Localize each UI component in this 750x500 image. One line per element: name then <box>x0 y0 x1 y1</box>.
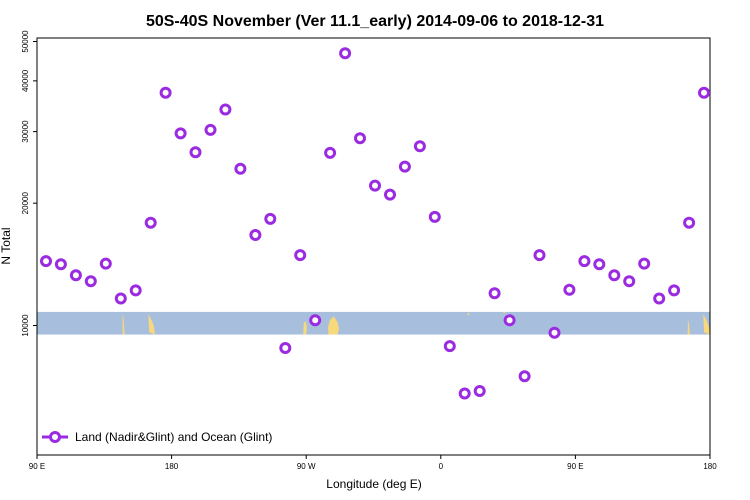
data-point <box>189 146 202 159</box>
data-point <box>264 212 277 225</box>
data-point <box>608 269 621 282</box>
land-patch-4 <box>467 313 470 316</box>
data-point <box>219 103 232 116</box>
data-point <box>129 284 142 297</box>
data-point <box>159 86 172 99</box>
data-point <box>443 340 456 353</box>
data-point <box>488 287 501 300</box>
data-point <box>324 146 337 159</box>
land-patch-3 <box>327 316 340 335</box>
data-point <box>428 210 441 223</box>
data-point <box>563 283 576 296</box>
x-tick-label-5: 180 <box>703 462 717 471</box>
data-point <box>384 188 396 201</box>
y-axis-ticks: 10000 20000 30000 40000 50000 <box>21 30 37 337</box>
y-tick-label-2: 30000 <box>21 120 30 143</box>
data-point <box>473 385 486 397</box>
land-patch-1 <box>148 314 156 335</box>
legend: Land (Nadir&Glint) and Ocean (Glint) <box>42 430 272 444</box>
data-point <box>413 140 426 153</box>
data-point <box>114 292 127 305</box>
land-patch-6 <box>687 319 690 335</box>
y-tick-label-3: 40000 <box>21 69 30 92</box>
y-axis-label: N Total <box>0 227 13 264</box>
legend-label: Land (Nadir&Glint) and Ocean (Glint) <box>75 430 272 444</box>
data-point <box>668 284 681 297</box>
data-point <box>279 342 292 354</box>
data-point <box>144 216 157 229</box>
data-point <box>84 275 97 288</box>
x-tick-label-0: 90 E <box>29 462 45 471</box>
data-points <box>40 47 710 400</box>
data-point <box>174 127 187 140</box>
data-point <box>533 249 546 262</box>
legend-marker <box>49 431 61 443</box>
data-point <box>458 387 471 400</box>
y-tick-label-0: 10000 <box>21 314 30 337</box>
data-point <box>99 257 112 270</box>
x-axis-ticks: 90 E 180 90 W 0 90 E 180 <box>29 455 717 471</box>
x-tick-label-3: 0 <box>439 462 444 471</box>
data-point <box>638 257 651 270</box>
data-point <box>40 255 52 268</box>
land-patch-5 <box>503 311 506 313</box>
data-point <box>503 314 516 327</box>
land-patch-7 <box>703 314 710 335</box>
chart-title: 50S-40S November (Ver 11.1_early) 2014-0… <box>146 13 604 30</box>
y-tick-label-1: 20000 <box>21 192 30 215</box>
data-point <box>548 326 561 339</box>
data-point <box>54 258 67 271</box>
ocean-band <box>37 311 710 335</box>
land-patch-2 <box>303 321 307 335</box>
x-tick-label-1: 180 <box>165 462 179 471</box>
data-point <box>234 162 247 175</box>
data-point <box>69 269 82 282</box>
data-point <box>339 47 352 60</box>
data-point <box>683 216 696 229</box>
data-point <box>249 229 262 241</box>
data-point <box>518 370 531 383</box>
data-point <box>369 179 381 192</box>
data-point <box>294 249 307 262</box>
data-point <box>653 292 666 305</box>
data-point <box>593 258 606 271</box>
data-point <box>578 255 591 268</box>
land-mask-layer <box>122 311 710 335</box>
x-tick-label-4: 90 E <box>567 462 583 471</box>
data-point <box>204 123 217 136</box>
plot-frame <box>36 37 711 456</box>
ocean-band-layer <box>37 311 710 335</box>
data-point <box>354 132 366 145</box>
land-patch-0 <box>122 314 125 335</box>
x-axis-label: Longitude (deg E) <box>326 477 421 491</box>
y-tick-label-4: 50000 <box>21 30 30 53</box>
data-point <box>623 275 636 288</box>
data-point <box>309 314 322 327</box>
data-point <box>398 160 411 173</box>
x-tick-label-2: 90 W <box>297 462 316 471</box>
data-point <box>698 86 710 99</box>
